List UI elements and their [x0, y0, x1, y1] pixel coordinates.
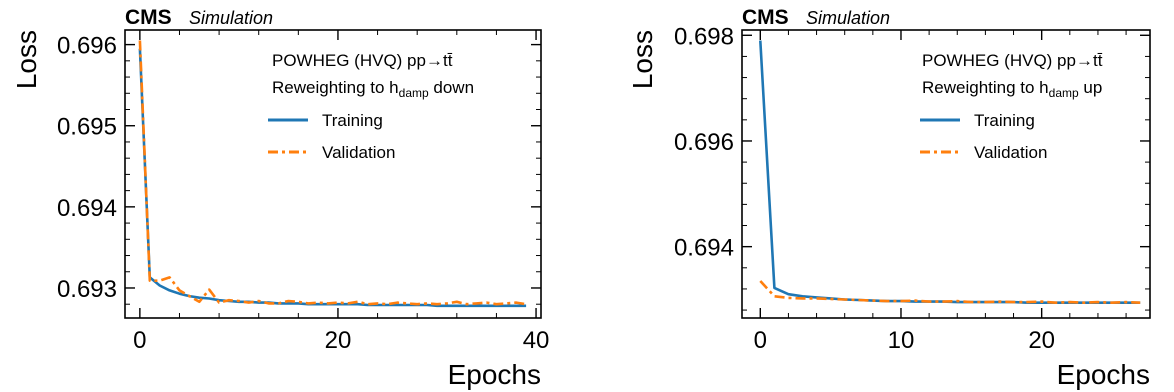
left-cms-label: CMS — [125, 6, 172, 29]
right-annotation-reweighting-pre: Reweighting to h — [922, 78, 1049, 97]
right-annotation-tbar: t̄ — [1097, 51, 1103, 70]
left-simulation-label: Simulation — [189, 8, 273, 28]
right-x-tick-label: 0 — [754, 327, 767, 354]
left-annotation-process: POWHEG (HVQ) pp→tt̄ — [272, 51, 453, 70]
right-y-axis-label: Loss — [627, 30, 658, 89]
left-y-tick-label: 0.695 — [57, 114, 117, 141]
left-validation-line — [138, 40, 527, 306]
right-x-axis-label: Epochs — [1057, 359, 1150, 390]
left-y-tick-label: 0.693 — [57, 276, 117, 303]
left-legend-training-label: Training — [322, 111, 383, 130]
left-series-group — [138, 40, 527, 308]
right-x-tick-label: 20 — [1028, 327, 1055, 354]
right-chart-panel: 0 10 20 0.694 0.696 0.698 CMS Simulation POWH… — [627, 6, 1151, 390]
right-legend-training-label: Training — [974, 111, 1035, 130]
right-annotation-process-text: POWHEG (HVQ) pp→t — [922, 51, 1098, 70]
right-y-tick-label: 0.694 — [674, 235, 734, 262]
right-legend-validation-label: Validation — [974, 143, 1047, 162]
right-y-tick-label: 0.696 — [674, 129, 734, 156]
right-annotation-subscript: damp — [1049, 86, 1079, 100]
left-annotation-reweighting: Reweighting to hdamp down — [272, 78, 474, 100]
right-plot-frame — [741, 29, 1151, 319]
left-ticks: 0 20 40 0.693 0.694 0.695 0.696 — [57, 30, 549, 354]
right-x-tick-label: 10 — [888, 327, 915, 354]
left-annotation-process-text: POWHEG (HVQ) pp→t — [272, 51, 448, 70]
right-series-group — [759, 40, 1141, 305]
right-annotation-process: POWHEG (HVQ) pp→tt̄ — [922, 51, 1103, 70]
right-cms-label: CMS — [742, 6, 789, 29]
right-simulation-label: Simulation — [806, 8, 890, 28]
left-x-tick-label: 0 — [133, 327, 146, 354]
left-x-tick-label: 20 — [325, 327, 352, 354]
right-validation-line — [759, 280, 1141, 305]
left-x-axis-label: Epochs — [448, 359, 541, 390]
left-y-tick-label: 0.694 — [57, 195, 117, 222]
left-annotation-tbar: t̄ — [447, 51, 453, 70]
left-plot-frame — [124, 29, 542, 319]
left-y-tick-label: 0.696 — [57, 33, 117, 60]
right-ticks: 0 10 20 0.694 0.696 0.698 — [674, 23, 1150, 354]
left-legend-validation-label: Validation — [322, 143, 395, 162]
right-y-tick-label: 0.698 — [674, 23, 734, 50]
left-x-tick-label: 40 — [523, 327, 550, 354]
left-annotation-subscript: damp — [399, 86, 429, 100]
left-annotation-direction: down — [429, 78, 474, 97]
left-y-axis-label: Loss — [11, 30, 42, 89]
right-annotation-direction: up — [1079, 78, 1103, 97]
left-annotation-reweighting-pre: Reweighting to h — [272, 78, 399, 97]
left-chart-panel: 0 20 40 0.693 0.694 0.695 0.696 CMS Simulation… — [11, 6, 549, 390]
right-annotation-reweighting: Reweighting to hdamp up — [922, 78, 1102, 100]
